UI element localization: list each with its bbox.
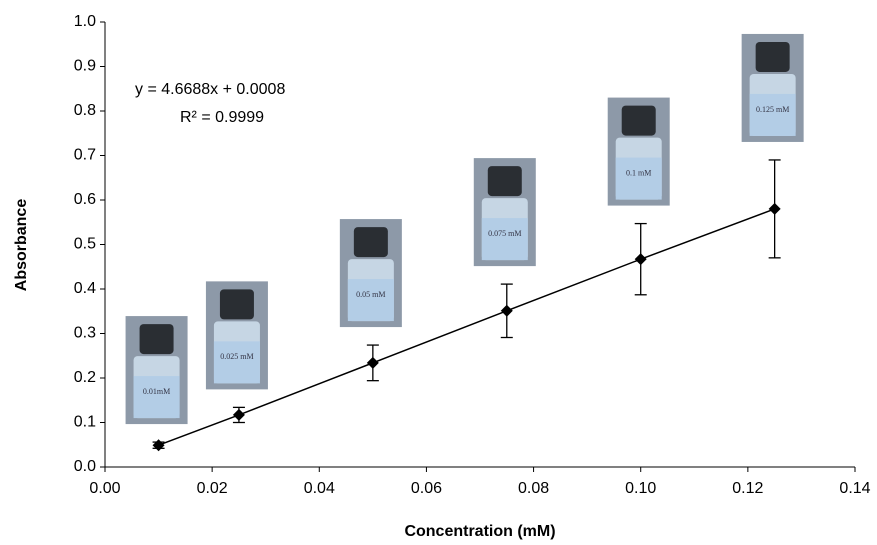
vial-photo: 0.125 mM: [741, 33, 804, 142]
vial-label: 0.01mM: [143, 387, 170, 396]
y-tick-label: 0.3: [74, 325, 96, 342]
y-tick-label: 0.8: [74, 102, 96, 119]
y-axis-title: Absorbance: [13, 199, 30, 292]
vial-label: 0.05 mM: [356, 290, 385, 299]
annotation: R² = 0.9999: [180, 109, 264, 126]
y-tick-label: 0.0: [74, 458, 96, 475]
vial-cap: [219, 289, 254, 320]
point: [232, 408, 245, 421]
point: [768, 202, 781, 215]
annotation: y = 4.6688x + 0.0008: [135, 81, 285, 98]
vial-label: 0.025 mM: [220, 352, 253, 361]
vial-photo: 0.05 mM: [339, 219, 402, 328]
vial-liquid: [615, 157, 662, 200]
vial-liquid: [213, 341, 260, 384]
vial-cap: [621, 105, 656, 136]
y-tick-label: 0.6: [74, 191, 96, 208]
vial-photo: 0.01mM: [125, 316, 188, 425]
y-tick-label: 0.9: [74, 58, 96, 75]
point: [500, 304, 513, 317]
x-tick-label: 0.04: [304, 480, 335, 497]
vial-label: 0.1 mM: [626, 168, 651, 177]
vial-cap: [487, 166, 522, 197]
x-tick-label: 0.10: [625, 480, 656, 497]
trend-line: [158, 208, 775, 446]
vial-cap: [755, 41, 790, 72]
y-tick-label: 0.7: [74, 147, 96, 164]
point: [152, 439, 165, 452]
vial-photo: 0.1 mM: [607, 97, 670, 206]
vial-liquid: [749, 93, 796, 136]
x-tick-label: 0.08: [518, 480, 549, 497]
y-tick-label: 1.0: [74, 13, 96, 30]
vial-cap: [353, 227, 388, 258]
point: [366, 356, 379, 369]
vial-photo: 0.025 mM: [205, 281, 268, 390]
x-tick-label: 0.02: [197, 480, 228, 497]
vial-photo: 0.075 mM: [473, 158, 536, 267]
vial-liquid: [347, 279, 394, 322]
vial-liquid: [481, 218, 528, 261]
vial-liquid: [133, 376, 180, 419]
vial-label: 0.075 mM: [488, 229, 521, 238]
vial-label: 0.125 mM: [756, 105, 789, 114]
x-tick-label: 0.06: [411, 480, 442, 497]
x-tick-label: 0.00: [89, 480, 120, 497]
x-axis-title: Concentration (mM): [404, 523, 555, 540]
y-tick-label: 0.4: [74, 280, 96, 297]
point: [634, 253, 647, 266]
y-tick-label: 0.5: [74, 236, 96, 253]
y-tick-label: 0.1: [74, 414, 96, 431]
x-tick-label: 0.14: [839, 480, 870, 497]
vial-cap: [139, 324, 174, 355]
x-tick-label: 0.12: [732, 480, 763, 497]
y-tick-label: 0.2: [74, 369, 96, 386]
